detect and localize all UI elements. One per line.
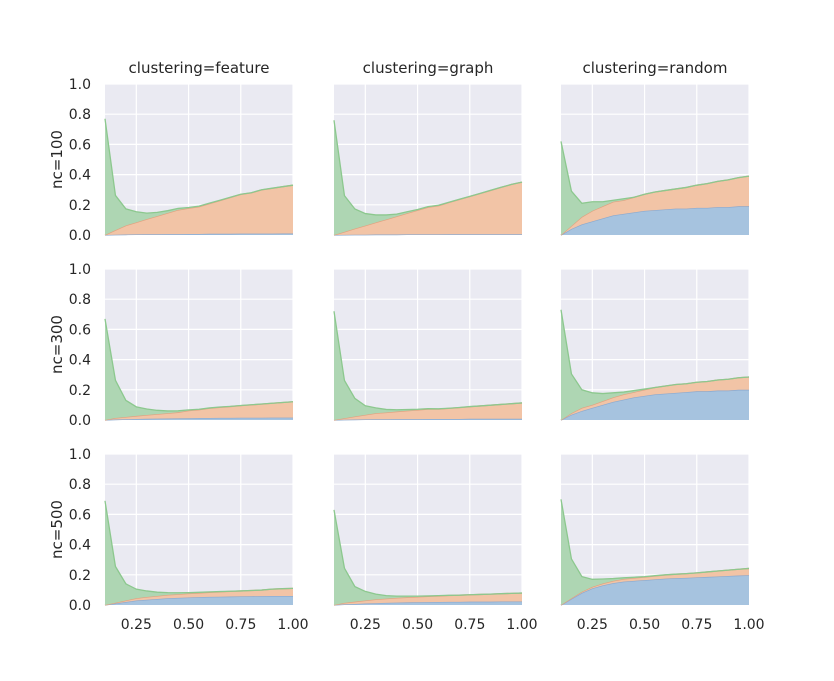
y-tick-label: 0.6 [69, 137, 91, 153]
series-orange-area [561, 176, 749, 235]
series-green-area [105, 500, 293, 605]
series-green-area [561, 309, 749, 420]
column-title: clustering=feature [129, 59, 270, 77]
panel-background [334, 269, 522, 420]
series-green-area [105, 318, 293, 420]
series-blue-area [561, 389, 749, 420]
panel-0-2: clustering=random [560, 59, 750, 236]
panel-background [334, 454, 522, 605]
y-tick-label: 1.0 [69, 77, 91, 93]
series-green-area [105, 118, 293, 235]
x-tick-label: 0.25 [577, 617, 608, 633]
series-green-line [333, 311, 523, 411]
series-green-line [104, 500, 294, 594]
panel-2-0: 0.0 0.2 0.4 0.6 0.8 1.0 nc=500 0.25 0.50 0.75 1.00 [48, 447, 309, 633]
series-green-line [333, 509, 523, 597]
series-orange-area [105, 588, 293, 605]
series-orange-area [561, 376, 749, 420]
y-tick-label: 0.6 [69, 322, 91, 338]
series-green-area [334, 120, 522, 235]
y-tick-label: 0.8 [69, 107, 91, 123]
y-tick-label: 0.4 [69, 353, 91, 369]
x-tick-label: 0.25 [121, 617, 152, 633]
y-tick-label: 0.4 [69, 538, 91, 554]
series-green-line [560, 141, 750, 204]
series-blue-area [334, 601, 522, 605]
x-tick-label: 1.00 [277, 617, 308, 633]
series-orange-area [334, 593, 522, 605]
x-tick-label: 0.25 [350, 617, 381, 633]
series-green-line [104, 318, 294, 412]
y-tick-label: 0.8 [69, 477, 91, 493]
row-label: nc=300 [48, 315, 66, 374]
panel-2-1: 0.25 0.50 0.75 1.00 [333, 453, 538, 633]
x-tick-label: 1.00 [506, 617, 537, 633]
y-tick-label: 1.0 [69, 447, 91, 463]
panel-1-2 [560, 268, 750, 421]
y-tick-label: 0.2 [69, 198, 91, 214]
x-tick-label: 0.50 [173, 617, 204, 633]
panel-0-0: 0.0 0.2 0.4 0.6 0.8 1.0 nc=100 clustering=featu… [48, 59, 294, 244]
panel-1-1 [333, 268, 523, 421]
column-title: clustering=random [583, 59, 728, 77]
series-green-area [334, 509, 522, 605]
y-tick-label: 0.2 [69, 383, 91, 399]
column-title: clustering=graph [363, 59, 494, 77]
y-tick-label: 1.0 [69, 262, 91, 278]
y-tick-label: 0.4 [69, 168, 91, 184]
series-orange-area [561, 568, 749, 605]
y-tick-label: 0.0 [69, 228, 91, 244]
series-orange-area [334, 402, 522, 420]
series-blue-area [105, 595, 293, 605]
y-tick-label: 0.0 [69, 413, 91, 429]
x-tick-label: 0.75 [454, 617, 485, 633]
row-label: nc=100 [48, 130, 66, 189]
x-tick-label: 0.50 [402, 617, 433, 633]
panel-2-2: 0.25 0.50 0.75 1.00 [560, 453, 765, 633]
series-green-area [334, 311, 522, 420]
x-tick-label: 0.75 [225, 617, 256, 633]
series-orange-area [105, 185, 293, 235]
series-blue-area [561, 206, 749, 235]
x-tick-label: 0.75 [681, 617, 712, 633]
y-tick-label: 0.8 [69, 292, 91, 308]
y-tick-label: 0.0 [69, 598, 91, 614]
panel-0-1: clustering=graph [333, 59, 523, 236]
series-blue-area [561, 575, 749, 605]
series-orange-area [105, 401, 293, 420]
row-label: nc=500 [48, 500, 66, 559]
panel-background [105, 269, 293, 420]
series-green-line [560, 309, 750, 395]
panel-1-0: 0.0 0.2 0.4 0.6 0.8 1.0 nc=300 [48, 262, 294, 429]
series-green-line [104, 118, 294, 214]
series-green-line [560, 499, 750, 580]
series-green-line [333, 120, 523, 216]
panel-background [105, 454, 293, 605]
y-tick-label: 0.2 [69, 568, 91, 584]
y-tick-label: 0.6 [69, 507, 91, 523]
x-tick-label: 1.00 [733, 617, 764, 633]
x-tick-label: 0.50 [629, 617, 660, 633]
